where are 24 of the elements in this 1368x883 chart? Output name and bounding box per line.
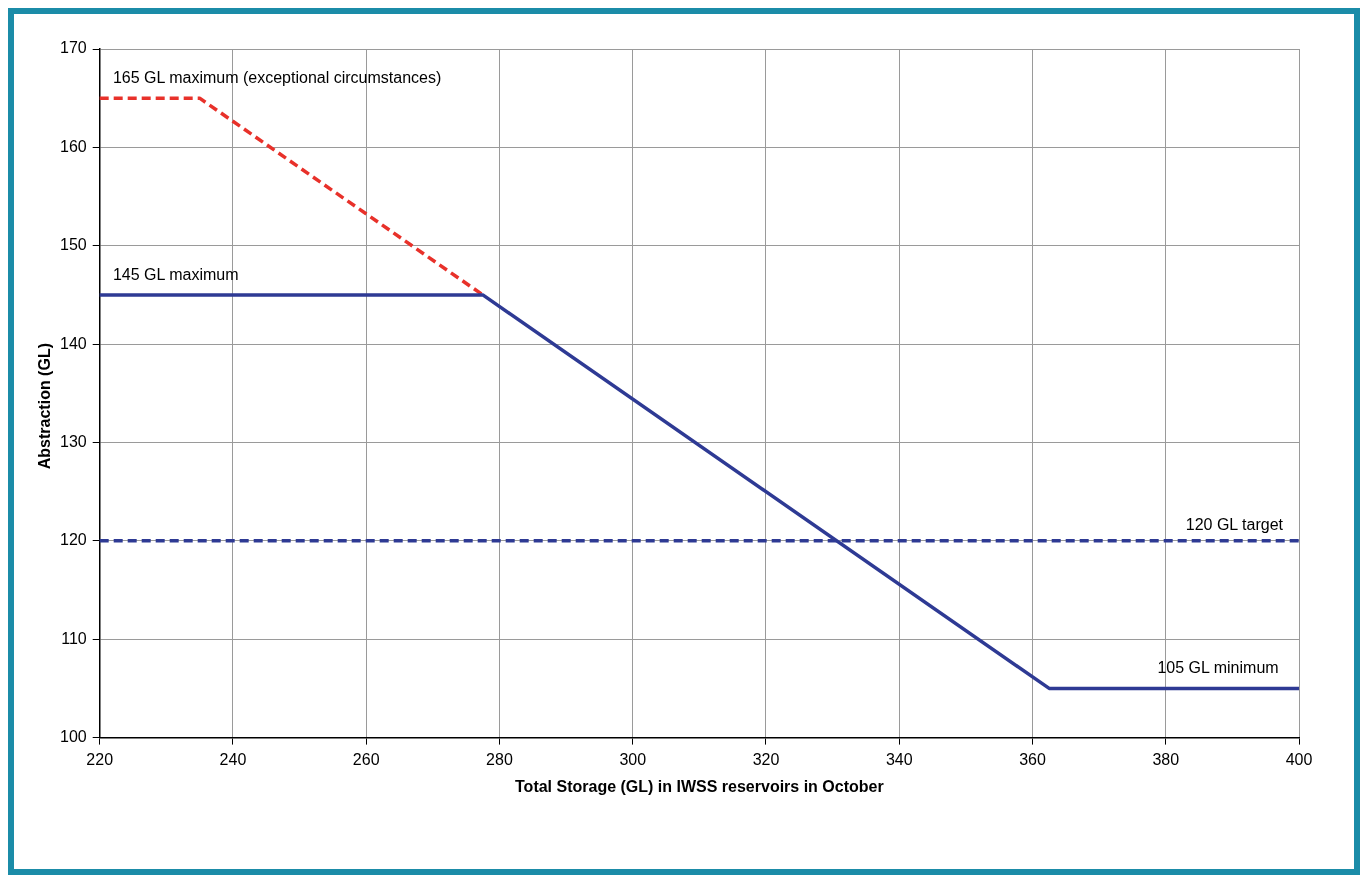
annotation: 165 GL maximum (exceptional circumstances) xyxy=(112,68,442,89)
x-tick-label: 320 xyxy=(752,750,780,768)
annotation: 105 GL minimum xyxy=(1157,658,1279,679)
y-tick-label: 150 xyxy=(59,236,87,254)
x-tick-label: 280 xyxy=(486,750,513,768)
x-tick-label: 220 xyxy=(86,750,114,768)
x-tick-label: 400 xyxy=(1285,750,1313,768)
x-tick-label: 240 xyxy=(219,750,247,768)
x-tick-label: 360 xyxy=(1019,750,1046,768)
y-tick-label: 160 xyxy=(59,137,87,155)
ref-line-label: 120 GL target xyxy=(1185,514,1283,535)
y-tick-label: 170 xyxy=(59,39,87,57)
y-tick-label: 140 xyxy=(59,334,87,352)
y-axis-title: Abstraction (GL) xyxy=(36,342,54,470)
y-tick-label: 100 xyxy=(59,728,87,746)
y-tick-label: 130 xyxy=(59,432,87,450)
x-axis-title: Total Storage (GL) in IWSS reservoirs in October xyxy=(515,777,884,795)
y-tick-label: 120 xyxy=(59,531,87,549)
x-tick-label: 260 xyxy=(352,750,380,768)
x-tick-label: 300 xyxy=(619,750,647,768)
y-tick-label: 110 xyxy=(61,629,87,647)
x-tick-label: 340 xyxy=(885,750,913,768)
x-tick-label: 380 xyxy=(1152,750,1180,768)
annotation: 145 GL maximum xyxy=(112,265,239,286)
